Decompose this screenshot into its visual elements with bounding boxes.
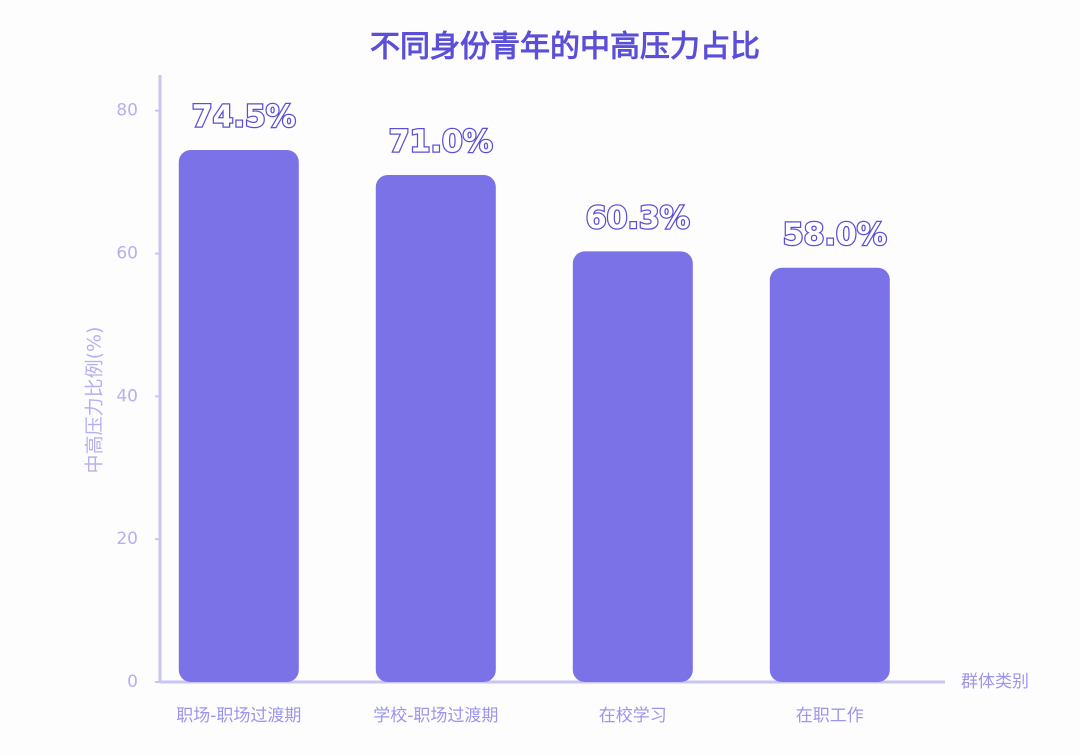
chart-title: 不同身份青年的中高压力占比 bbox=[370, 30, 760, 65]
x-tick-label: 职场-职场过渡期 bbox=[176, 706, 301, 726]
bar bbox=[178, 149, 299, 682]
value-label: 58.0% bbox=[783, 217, 887, 252]
value-label: 60.3% bbox=[586, 201, 690, 236]
y-tick-label: 0 bbox=[127, 672, 138, 692]
x-tick-label: 在校学习 bbox=[599, 706, 667, 726]
value-label: 71.0% bbox=[389, 124, 493, 159]
bar bbox=[375, 174, 496, 682]
y-tick-label: 20 bbox=[116, 529, 138, 549]
value-label: 74.5% bbox=[192, 99, 296, 134]
y-axis-label: 中高压力比例(%) bbox=[84, 327, 106, 474]
x-tick-label: 学校-职场过渡期 bbox=[373, 706, 498, 726]
x-tick-label: 在职工作 bbox=[796, 706, 864, 726]
bar bbox=[572, 251, 693, 682]
bar bbox=[769, 267, 890, 682]
y-tick-label: 60 bbox=[116, 244, 138, 264]
y-tick-label: 40 bbox=[116, 386, 138, 406]
x-axis-label: 群体类别 bbox=[961, 672, 1029, 692]
y-tick-label: 80 bbox=[116, 101, 138, 121]
